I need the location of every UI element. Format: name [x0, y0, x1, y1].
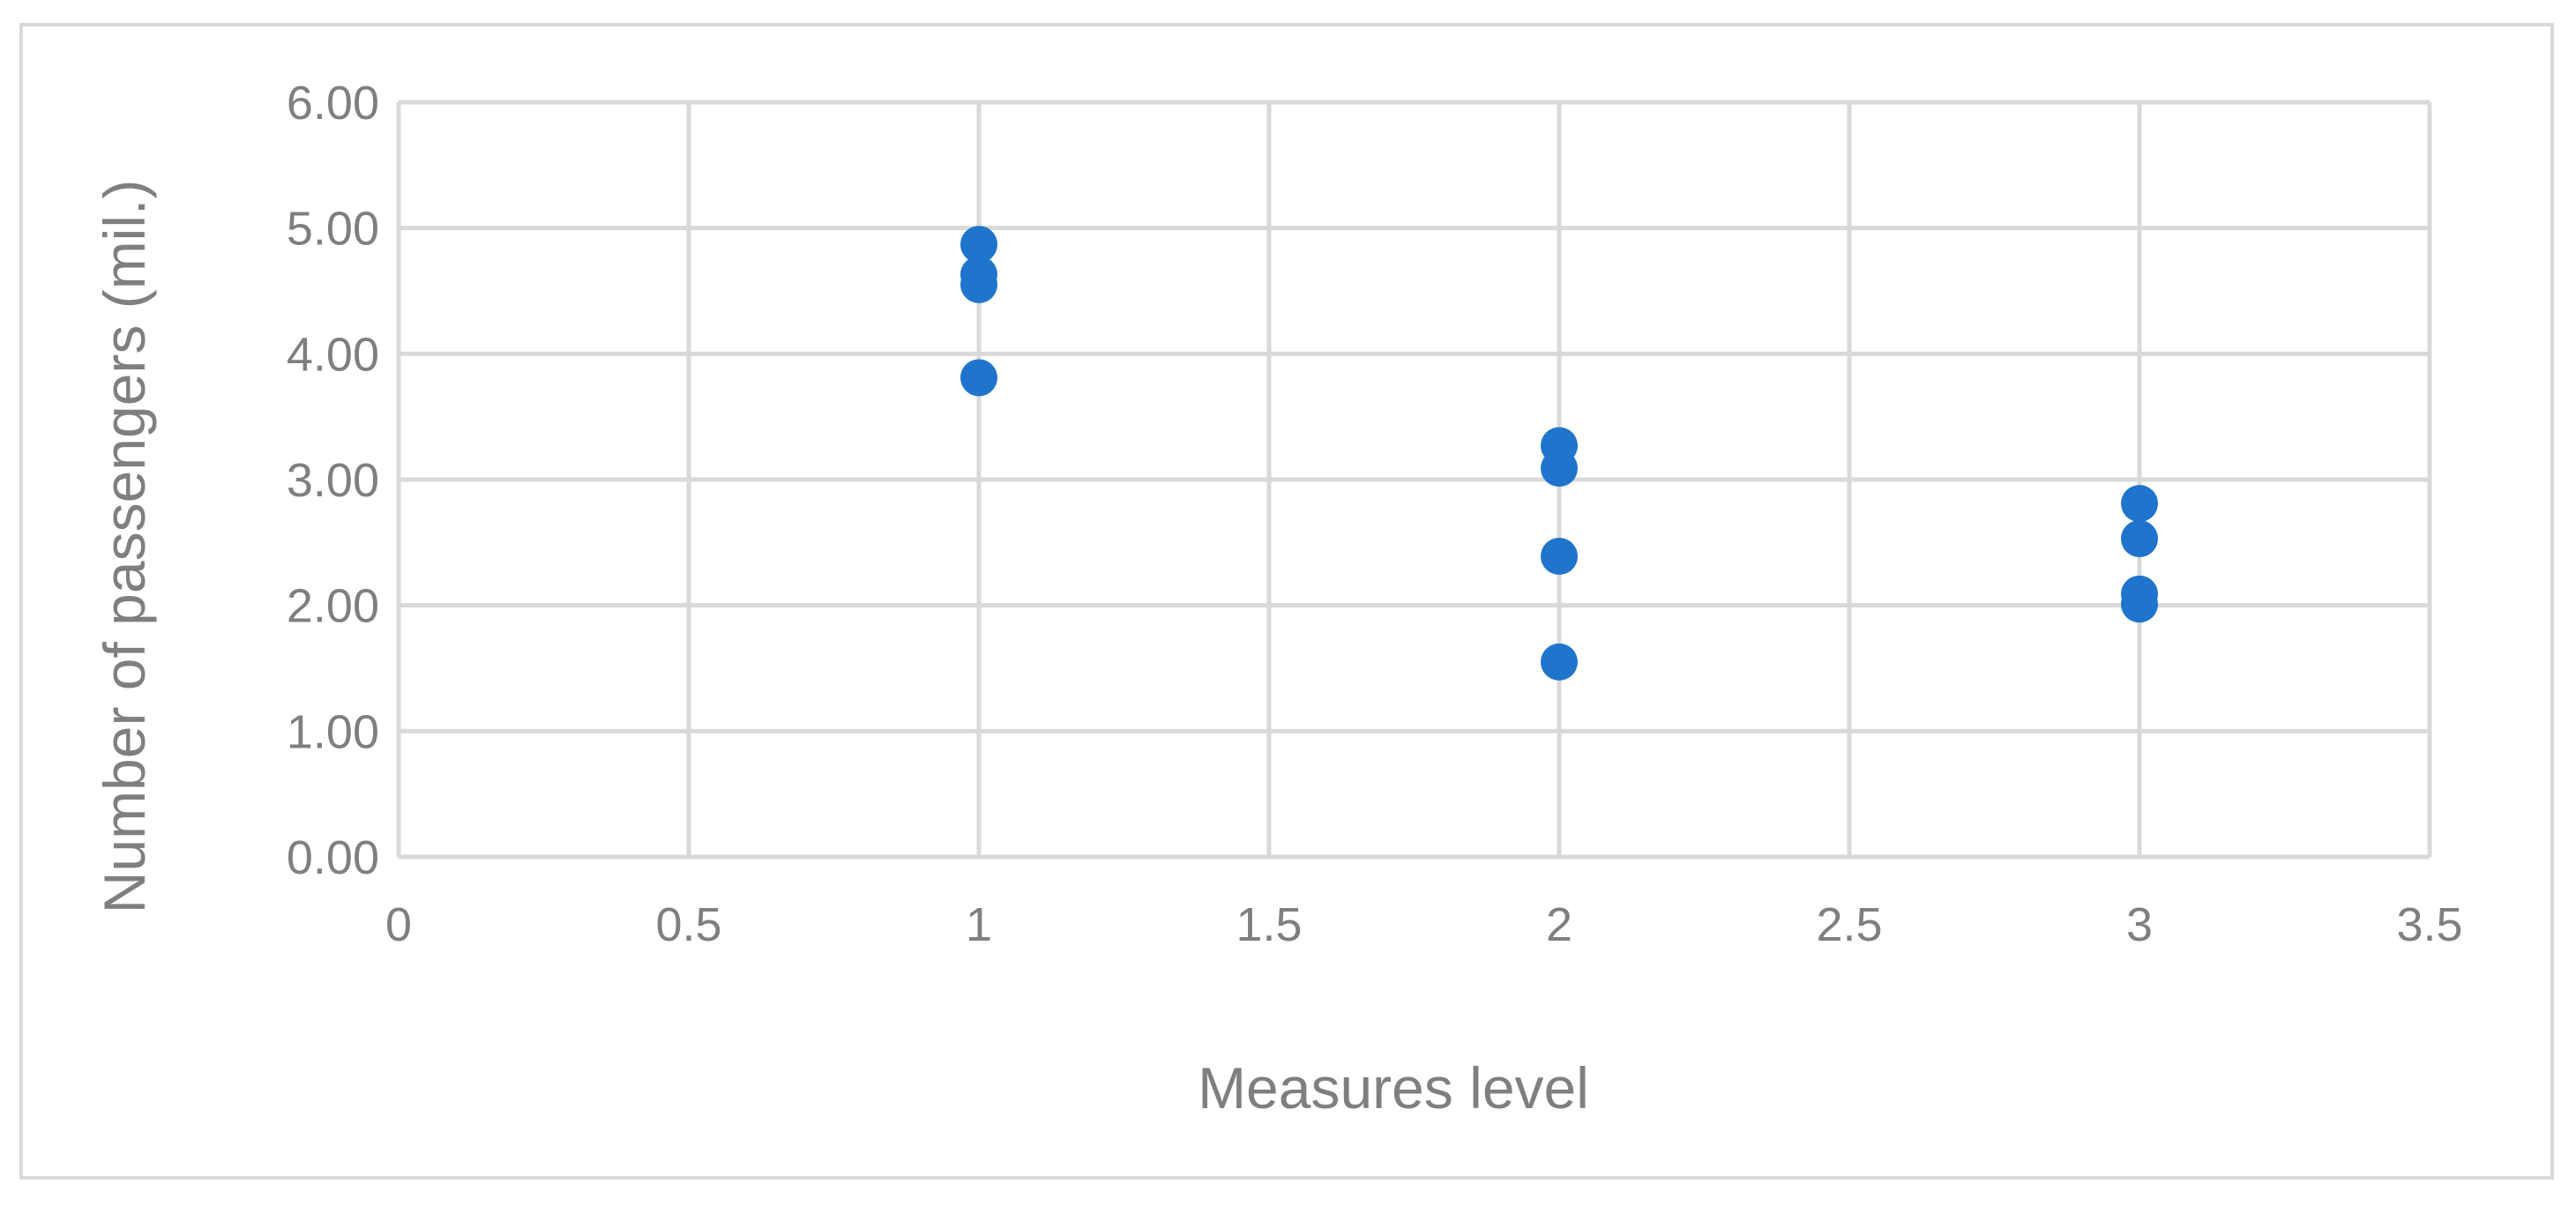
y-tick-label: 4.00: [287, 328, 379, 381]
data-points: [960, 226, 2158, 681]
data-point: [2121, 485, 2158, 523]
y-axis-tick-labels: 0.00 1.00 2.00 3.00 4.00 5.00 6.00: [287, 77, 379, 884]
data-point: [960, 359, 997, 397]
data-point: [2121, 585, 2158, 623]
x-axis-title: Measures level: [1198, 1055, 1589, 1120]
y-tick-label: 2.00: [287, 580, 379, 633]
y-tick-label: 3.00: [287, 454, 379, 507]
x-tick-label: 1.5: [1236, 898, 1302, 951]
data-point: [1541, 538, 1578, 576]
y-tick-label: 6.00: [287, 77, 379, 130]
y-tick-label: 1.00: [287, 705, 379, 758]
x-tick-label: 3.5: [2396, 898, 2462, 951]
y-tick-label: 5.00: [287, 203, 379, 256]
data-point: [2121, 520, 2158, 558]
data-point: [960, 226, 997, 264]
x-tick-label: 2.5: [1816, 898, 1882, 951]
data-point: [1541, 450, 1578, 488]
x-tick-label: 0.5: [655, 898, 721, 951]
x-axis-tick-labels: 0 0.5 1 1.5 2 2.5 3 3.5: [385, 898, 2463, 951]
y-tick-label: 0.00: [287, 831, 379, 884]
x-tick-label: 1: [966, 898, 992, 951]
grid-lines: [396, 100, 2432, 860]
x-tick-label: 3: [2126, 898, 2153, 951]
data-point: [960, 265, 997, 303]
x-tick-label: 2: [1546, 898, 1572, 951]
data-point: [1541, 643, 1578, 681]
x-tick-label: 0: [385, 898, 412, 951]
y-axis-title: Number of passengers (mil.): [92, 180, 157, 914]
